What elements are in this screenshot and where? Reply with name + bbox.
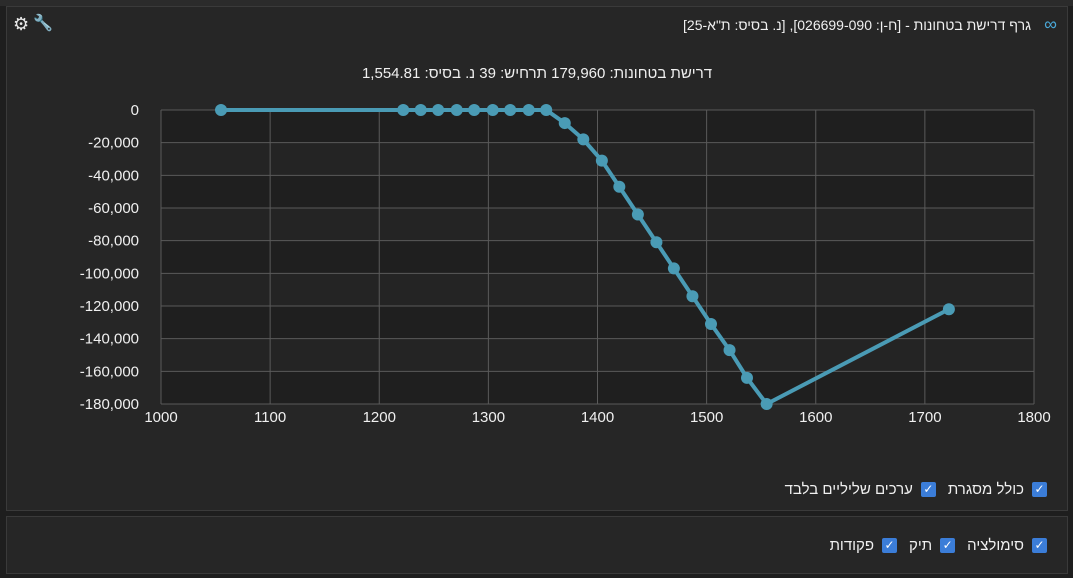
portfolio-label: תיק [909,537,933,554]
data-point [741,371,754,384]
orders-checkbox[interactable]: ✓ [882,538,898,553]
data-point [522,104,535,116]
x-tick-label: 1600 [799,409,832,426]
x-tick-label: 1200 [363,409,396,426]
x-tick-label: 1500 [690,409,723,426]
data-point [613,180,626,193]
include-frame-label: כולל מסגרת [947,481,1024,498]
data-point [686,290,699,303]
y-tick-label: -120,000 [80,298,139,315]
y-tick-label: -60,000 [88,200,139,217]
x-tick-label: 1700 [908,409,941,426]
y-tick-label: -20,000 [88,135,139,152]
x-tick-label: 1400 [581,409,614,426]
filters-row: ✓ סימולציה ✓ תיק ✓ פקודות [822,537,1047,554]
include-frame-checkbox[interactable]: ✓ [1032,482,1047,497]
y-tick-label: -40,000 [88,167,139,184]
data-point [558,117,571,130]
data-point [760,398,773,410]
y-tick-label: 0 [131,102,139,119]
data-point [595,154,608,167]
data-point [414,104,427,116]
negative-only-checkbox[interactable]: ✓ [920,482,936,497]
x-tick-label: 1300 [472,409,505,426]
data-point [704,317,717,330]
data-point [667,262,680,275]
x-tick-label: 1800 [1017,409,1050,426]
portfolio-checkbox[interactable]: ✓ [940,538,956,553]
data-point [540,104,553,116]
data-point [577,133,590,146]
margin-requirement-chart: 1000 1100 1200 1300 1400 1500 1600 1700 1800 0 -20… [80,102,1051,426]
wrench-icon[interactable]: 🔧 [33,15,53,32]
x-tick-label: 1100 [254,409,286,426]
top-bar [0,0,1073,6]
x-tick-label: 1000 [144,409,177,426]
data-point [504,104,517,116]
data-point [468,104,481,116]
simulation-label: סימולציה [967,537,1024,554]
y-tick-label: -100,000 [80,265,139,282]
y-tick-label: -160,000 [80,363,139,380]
negative-only-label: ערכים שליליים בלבד [784,481,913,498]
simulation-checkbox[interactable]: ✓ [1032,538,1047,553]
title-row: ⚙ 🔧 גרף דרישת בטחונות - [ח-ן: 026699-090… [7,7,1067,43]
data-point [486,104,499,116]
data-point [723,344,736,357]
data-point [450,104,463,116]
y-tick-label: -140,000 [80,331,139,348]
y-tick-label: -80,000 [88,233,139,250]
data-point [942,303,955,316]
gear-icon[interactable]: ⚙ [13,14,30,34]
chart-subtitle: דרישת בטחונות: 179,960 תרחיש: 39 נ. בסיס… [361,65,713,82]
data-point [650,236,663,249]
orders-label: פקודות [829,537,875,554]
options-row: ✓ כולל מסגרת ✓ ערכים שליליים בלבד [777,481,1047,498]
filter-panel: ✓ סימולציה ✓ תיק ✓ פקודות [6,516,1068,574]
y-tick-label: -180,000 [80,396,139,413]
window-title: גרף דרישת בטחונות - [ח-ן: 026699-090], [… [683,17,1031,33]
data-point [397,104,410,116]
data-point [215,104,228,116]
data-point [432,104,445,116]
infinity-icon: ∞ [1044,14,1057,34]
chart-panel: ⚙ 🔧 גרף דרישת בטחונות - [ח-ן: 026699-090… [6,6,1068,511]
data-point [631,208,644,221]
